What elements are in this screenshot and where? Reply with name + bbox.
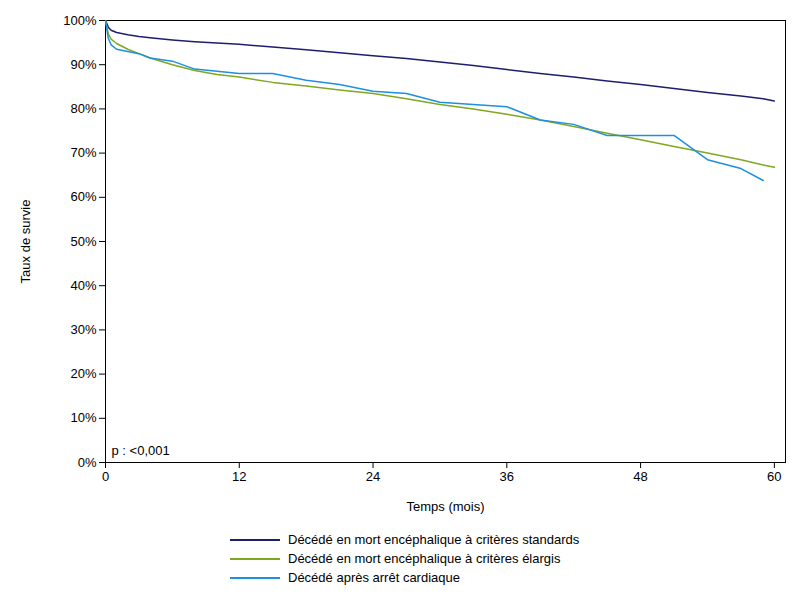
- svg-text:60%: 60%: [70, 189, 96, 204]
- svg-text:100%: 100%: [63, 13, 97, 28]
- svg-text:90%: 90%: [70, 57, 96, 72]
- svg-text:80%: 80%: [70, 101, 96, 116]
- svg-text:20%: 20%: [70, 366, 96, 381]
- html-text:Décédé en mort encéphalique à: Décédé en mort encéphalique à critères s…: [288, 532, 580, 547]
- svg-text:0: 0: [102, 469, 109, 484]
- svg-text:p : <0,001: p : <0,001: [112, 443, 170, 458]
- svg-text:0%: 0%: [78, 455, 97, 470]
- svg-text:50%: 50%: [70, 234, 96, 249]
- svg-text:70%: 70%: [70, 145, 96, 160]
- svg-text:Temps (mois): Temps (mois): [406, 499, 484, 514]
- svg-text:12: 12: [232, 469, 246, 484]
- svg-text:40%: 40%: [70, 278, 96, 293]
- svg-text:10%: 10%: [70, 410, 96, 425]
- svg-text:60: 60: [767, 469, 781, 484]
- svg-text:36: 36: [500, 469, 514, 484]
- html-text:Décédé en mort encéphalique à: Décédé en mort encéphalique à critères é…: [288, 551, 561, 566]
- html-text:Décédé après arrêt cardiaque: Décédé après arrêt cardiaque: [288, 570, 460, 585]
- svg-text:48: 48: [633, 469, 647, 484]
- svg-text:24: 24: [366, 469, 380, 484]
- svg-text:Taux de survie: Taux de survie: [18, 200, 33, 284]
- svg-text:30%: 30%: [70, 322, 96, 337]
